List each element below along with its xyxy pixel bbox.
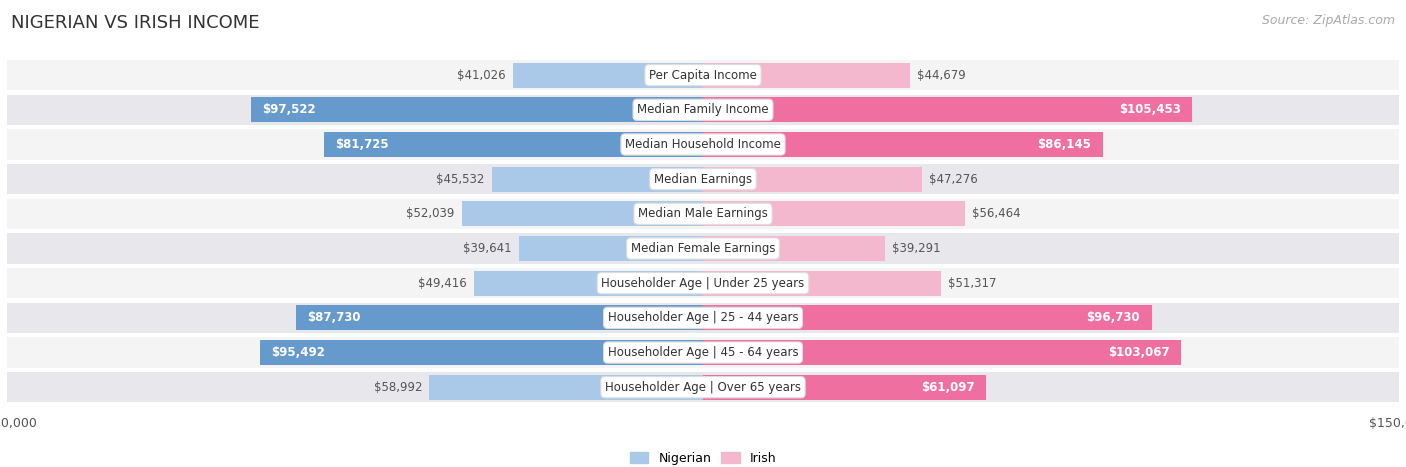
Bar (703, 375, 987, 400)
Text: $105,453: $105,453 (1119, 103, 1181, 116)
Bar (7, 198, 1399, 229)
Bar (474, 271, 703, 296)
Text: Householder Age | Over 65 years: Householder Age | Over 65 years (605, 381, 801, 394)
Text: $39,641: $39,641 (464, 242, 512, 255)
Bar (519, 236, 703, 261)
Bar (7, 233, 1399, 264)
Bar (703, 271, 941, 296)
Text: $95,492: $95,492 (271, 346, 325, 359)
Bar (703, 63, 910, 88)
Bar (7, 372, 1399, 403)
Text: $103,067: $103,067 (1108, 346, 1170, 359)
Text: $96,730: $96,730 (1087, 311, 1140, 325)
Text: $86,145: $86,145 (1038, 138, 1091, 151)
Text: Median Female Earnings: Median Female Earnings (631, 242, 775, 255)
Text: $56,464: $56,464 (972, 207, 1021, 220)
Text: Householder Age | Under 25 years: Householder Age | Under 25 years (602, 276, 804, 290)
Text: $97,522: $97,522 (262, 103, 316, 116)
Text: Median Male Earnings: Median Male Earnings (638, 207, 768, 220)
Text: Householder Age | 45 - 64 years: Householder Age | 45 - 64 years (607, 346, 799, 359)
Bar (7, 268, 1399, 298)
Bar (260, 340, 703, 365)
Text: Median Earnings: Median Earnings (654, 173, 752, 186)
Bar (703, 167, 922, 191)
Text: $45,532: $45,532 (436, 173, 485, 186)
Text: $58,992: $58,992 (374, 381, 422, 394)
Text: Median Household Income: Median Household Income (626, 138, 780, 151)
Bar (703, 236, 886, 261)
Text: $52,039: $52,039 (406, 207, 454, 220)
Text: NIGERIAN VS IRISH INCOME: NIGERIAN VS IRISH INCOME (11, 14, 260, 32)
Text: Median Family Income: Median Family Income (637, 103, 769, 116)
Bar (429, 375, 703, 400)
Bar (7, 337, 1399, 368)
Bar (7, 129, 1399, 160)
Bar (703, 132, 1102, 157)
Text: Per Capita Income: Per Capita Income (650, 69, 756, 82)
Bar (703, 305, 1152, 330)
Bar (250, 97, 703, 122)
Bar (295, 305, 703, 330)
Bar (7, 164, 1399, 194)
Bar (703, 97, 1192, 122)
Bar (703, 340, 1181, 365)
Bar (492, 167, 703, 191)
Bar (7, 303, 1399, 333)
Legend: Nigerian, Irish: Nigerian, Irish (624, 447, 782, 467)
Bar (7, 94, 1399, 125)
Text: $87,730: $87,730 (308, 311, 361, 325)
Text: Source: ZipAtlas.com: Source: ZipAtlas.com (1261, 14, 1395, 27)
Text: $39,291: $39,291 (893, 242, 941, 255)
Text: $49,416: $49,416 (418, 276, 467, 290)
Bar (461, 201, 703, 226)
Text: $61,097: $61,097 (921, 381, 974, 394)
Bar (7, 60, 1399, 91)
Text: $44,679: $44,679 (917, 69, 966, 82)
Text: $41,026: $41,026 (457, 69, 506, 82)
Bar (703, 201, 965, 226)
Text: $47,276: $47,276 (929, 173, 979, 186)
Text: Householder Age | 25 - 44 years: Householder Age | 25 - 44 years (607, 311, 799, 325)
Text: $51,317: $51,317 (948, 276, 997, 290)
Bar (513, 63, 703, 88)
Text: $81,725: $81,725 (336, 138, 389, 151)
Bar (323, 132, 703, 157)
